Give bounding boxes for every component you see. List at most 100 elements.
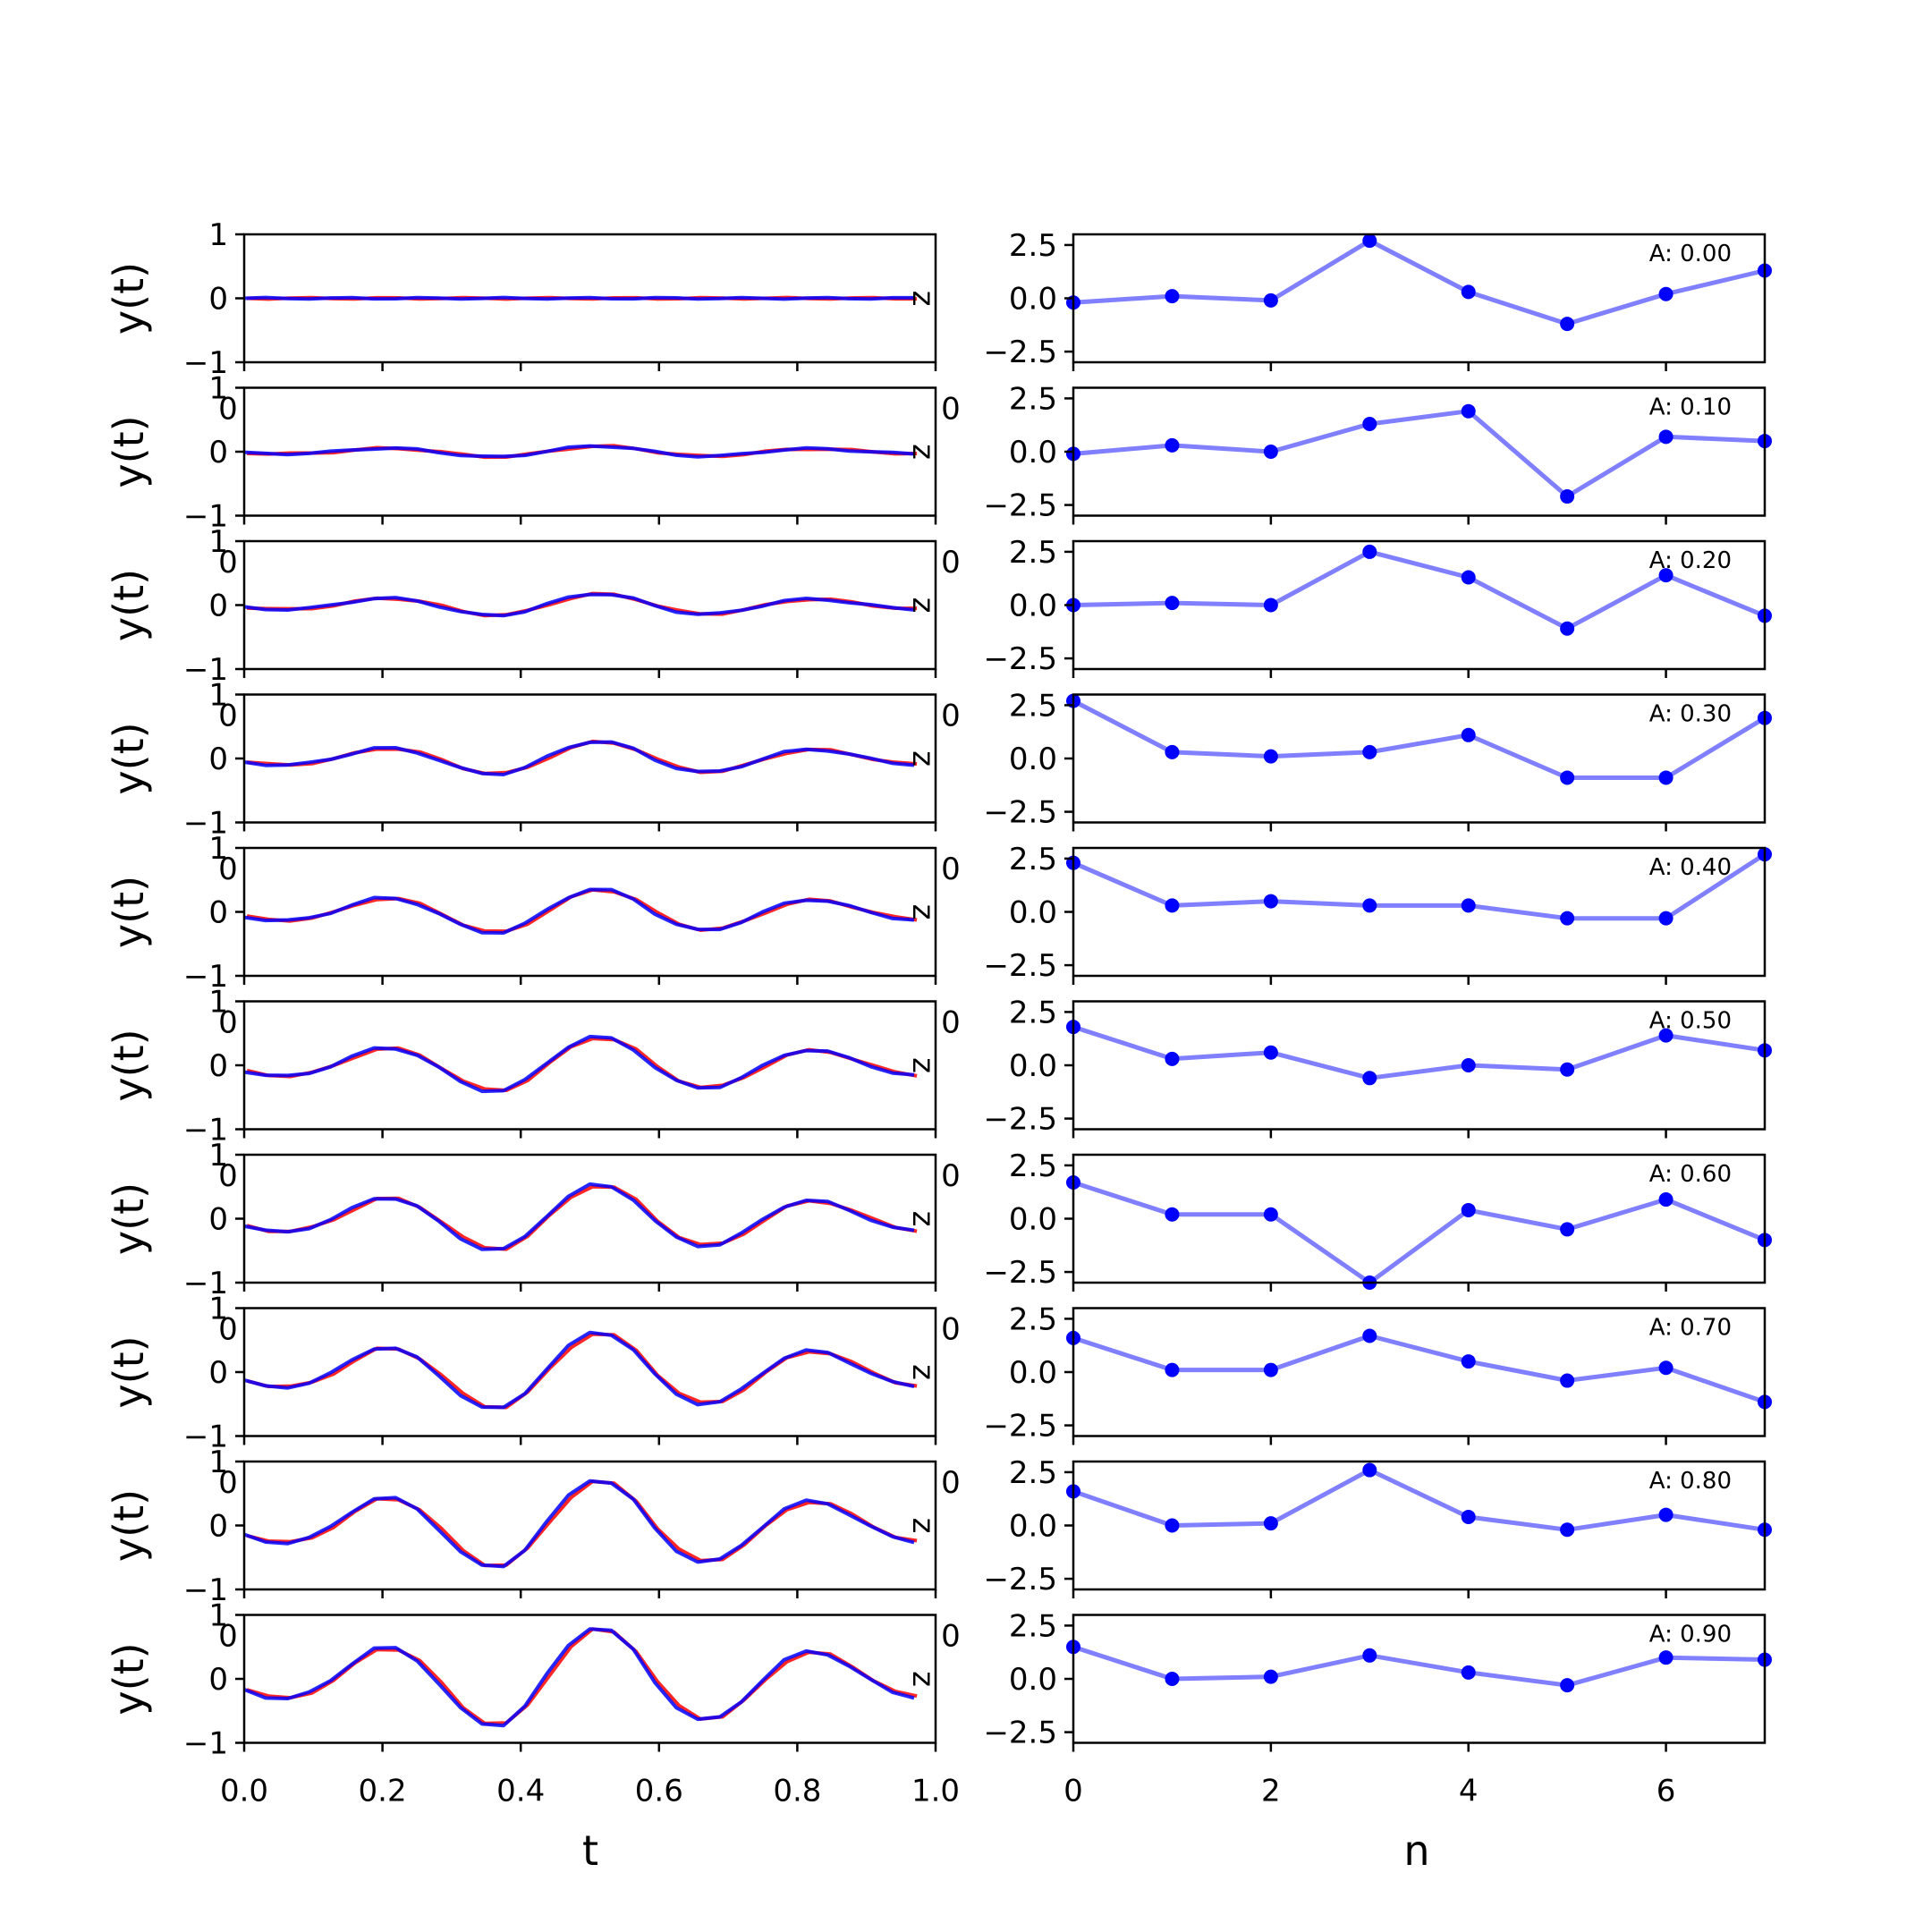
left-y-axis-title: y(t): [105, 1182, 153, 1255]
right-panel-6: 2.5 0.0 −2.5 A: 0.60: [983, 1148, 1772, 1292]
right-y-tick-label: 0.0: [1009, 1509, 1057, 1545]
left-stray-tick-label: 0: [218, 1619, 238, 1655]
right-panel-1: 2.5 0.0 −2.5 A: 0.10: [983, 381, 1772, 525]
right-column-panels: 2.5 0.0 −2.5 A: 0.00 2.5 0.0 −2.5 A: 0.10 2.5 0.0…: [983, 228, 1772, 1809]
left-y-tick-label: 0: [208, 1355, 228, 1391]
right-panel-annotation: A: 0.20: [1649, 547, 1732, 574]
right-series-point: [1560, 489, 1575, 504]
left-stray-tick-label: 0: [218, 699, 238, 734]
left-y-tick-label: −1: [183, 345, 228, 381]
right-series-point: [1658, 1360, 1674, 1376]
right-series-point: [1658, 911, 1674, 926]
left-stray-tick-label: 0: [218, 1312, 238, 1348]
right-series-point: [1461, 284, 1476, 300]
right-series-point: [1263, 1516, 1278, 1531]
left-series-a-line: [243, 887, 915, 935]
right-panel-7: 2.5 0.0 −2.5 A: 0.70: [983, 1301, 1772, 1445]
right-y-tick-label: 0.0: [1009, 895, 1057, 931]
right-stray-tick-label: 0: [941, 1312, 961, 1348]
left-y-tick-label: 0: [208, 1662, 228, 1698]
left-y-axis-title: y(t): [105, 262, 153, 335]
right-series-point: [1658, 1028, 1674, 1043]
right-panel-annotation: A: 0.00: [1649, 241, 1732, 267]
right-series-point: [1461, 727, 1476, 742]
right-y-tick-label: 0.0: [1009, 435, 1057, 470]
left-y-axis-title: y(t): [105, 722, 153, 794]
right-panel-annotation: A: 0.40: [1649, 854, 1732, 881]
right-stray-tick-label: 0: [941, 1158, 961, 1194]
right-series-point: [1658, 770, 1674, 785]
left-x-tick-label: 0.0: [220, 1774, 268, 1809]
left-y-tick-label: 1: [208, 985, 228, 1021]
right-y-tick-label: −2.5: [983, 948, 1057, 984]
left-y-tick-label: 0: [208, 435, 228, 470]
right-series-point: [1263, 1207, 1278, 1222]
left-y-tick-label: 0: [208, 741, 228, 777]
right-panel-annotation: A: 0.80: [1649, 1468, 1732, 1495]
right-series-line: [1072, 1644, 1766, 1688]
left-y-axis-title: y(t): [105, 415, 153, 487]
left-stray-tick-label: 0: [218, 1465, 238, 1501]
right-stray-tick-label: 0: [941, 852, 961, 887]
left-series-a-line: [243, 1479, 915, 1569]
right-series-line: [1072, 238, 1766, 326]
left-edge-rotated-glyph: z: [905, 444, 941, 460]
right-series-point: [1263, 1045, 1278, 1060]
right-y-tick-label: 2.5: [1009, 995, 1057, 1030]
right-y-tick-label: 0.0: [1009, 1355, 1057, 1391]
right-series-point: [1362, 1462, 1377, 1478]
right-y-tick-label: −2.5: [983, 1255, 1057, 1291]
right-x-tick-label: 0: [1063, 1774, 1083, 1809]
right-series-point: [1658, 429, 1674, 445]
right-panel-annotation: A: 0.90: [1649, 1622, 1732, 1648]
left-y-tick-label: 1: [208, 371, 228, 407]
right-stray-tick-label: 0: [941, 392, 961, 428]
right-series-point: [1461, 1202, 1476, 1217]
right-series-point: [1560, 1522, 1575, 1538]
left-y-tick-label: −1: [183, 1419, 228, 1455]
right-series-point: [1461, 898, 1476, 913]
left-y-tick-label: −1: [183, 1726, 228, 1762]
right-series-point: [1165, 1518, 1180, 1533]
right-series-point: [1362, 1328, 1377, 1343]
left-y-tick-label: 1: [208, 1598, 228, 1634]
right-y-tick-label: 2.5: [1009, 1455, 1057, 1491]
right-series-point: [1263, 894, 1278, 909]
right-series-point: [1165, 1207, 1180, 1222]
right-panel-0: 2.5 0.0 −2.5 A: 0.00: [983, 228, 1772, 371]
left-series-a-line: [243, 1330, 915, 1410]
right-series-point: [1658, 286, 1674, 301]
left-edge-rotated-glyph: z: [905, 750, 941, 767]
left-y-tick-label: 1: [208, 678, 228, 714]
right-y-tick-label: 0.0: [1009, 282, 1057, 318]
right-y-tick-label: 2.5: [1009, 842, 1057, 877]
left-y-tick-label: 1: [208, 1138, 228, 1174]
right-series-point: [1362, 744, 1377, 759]
right-series-point: [1461, 403, 1476, 419]
left-y-tick-label: 1: [208, 1445, 228, 1480]
left-y-axis-title: y(t): [105, 876, 153, 948]
left-y-axis-title: y(t): [105, 1335, 153, 1408]
left-y-tick-label: −1: [183, 1113, 228, 1148]
right-series-point: [1362, 544, 1377, 559]
right-series-point: [1461, 1509, 1476, 1524]
right-series-point: [1362, 1071, 1377, 1086]
right-series-line: [1072, 852, 1767, 921]
right-series-point: [1165, 898, 1180, 913]
left-series-a-line: [243, 295, 914, 301]
right-series-point: [1560, 1062, 1575, 1077]
right-series-point: [1362, 1648, 1377, 1663]
right-y-tick-label: −2.5: [983, 1102, 1057, 1138]
right-series-point: [1263, 597, 1278, 613]
right-series-point: [1658, 1192, 1674, 1208]
left-x-tick-label: 1.0: [911, 1774, 960, 1809]
right-y-tick-label: −2.5: [983, 335, 1057, 370]
left-y-tick-label: 0: [208, 282, 228, 318]
right-series-point: [1165, 289, 1180, 304]
